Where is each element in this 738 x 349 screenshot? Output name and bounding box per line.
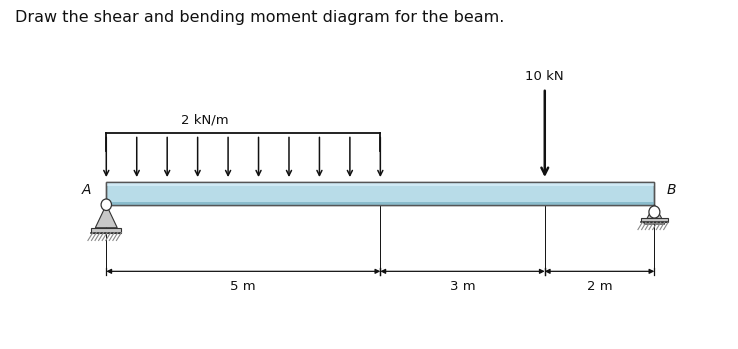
Bar [641,218,668,222]
Bar [106,182,655,186]
Text: 2 kN/m: 2 kN/m [181,113,229,126]
Circle shape [101,199,111,210]
Polygon shape [95,205,117,228]
Bar [106,182,655,205]
Polygon shape [644,205,665,224]
Bar [106,182,655,205]
Text: 2 m: 2 m [587,280,613,294]
Text: B: B [666,183,676,197]
Text: 3 m: 3 m [449,280,475,294]
Bar [106,202,655,205]
Bar [92,228,121,232]
Text: 10 kN: 10 kN [525,70,564,83]
Text: 5 m: 5 m [230,280,256,294]
Circle shape [649,206,660,218]
Text: Draw the shear and bending moment diagram for the beam.: Draw the shear and bending moment diagra… [15,10,504,25]
Text: A: A [81,183,91,197]
